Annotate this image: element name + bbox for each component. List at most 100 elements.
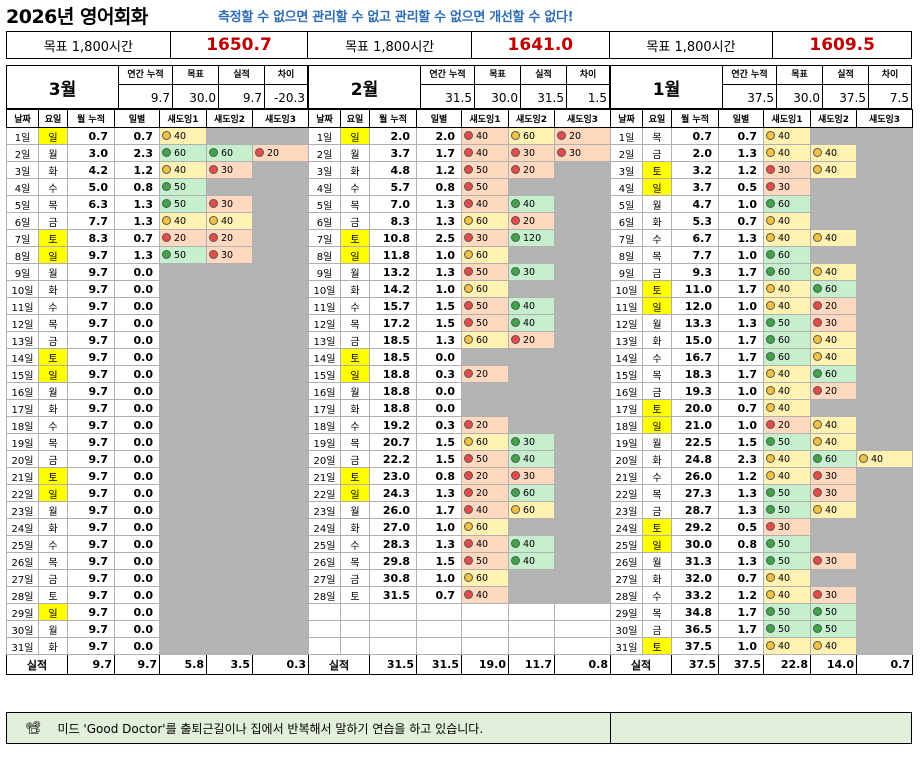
shadowing-1-cell: 40 <box>159 127 207 145</box>
shadowing-minutes: 20 <box>523 215 536 227</box>
shadowing-minutes: 30 <box>825 487 838 499</box>
column-header-mcum: 월 누적 <box>67 109 115 128</box>
day-row: 17일 토 20.0 0.7 40 <box>610 399 913 417</box>
day-month-cumulative: 30.0 <box>671 535 719 553</box>
day-daily-hours: 0.3 <box>416 365 462 383</box>
shadowing-minutes: 60 <box>778 198 791 210</box>
shadowing-minutes: 60 <box>221 147 234 159</box>
shadowing-1-empty <box>159 433 207 451</box>
column-header-s3: 섀도잉3 <box>554 109 611 128</box>
red-status-dot-icon <box>464 555 473 565</box>
day-date: 2일 <box>6 144 39 162</box>
shadowing-3-empty <box>554 161 611 179</box>
yellow-status-dot-icon <box>766 147 775 157</box>
day-row: 9일 월 9.7 0.0 <box>6 263 309 281</box>
green-status-dot-icon <box>162 249 171 259</box>
shadowing-2-cell: 40 <box>206 212 253 230</box>
day-row: 9일 금 9.3 1.7 60 40 <box>610 263 913 281</box>
day-date: 31일 <box>610 637 643 655</box>
summary-label: 실적 <box>219 66 264 85</box>
yellow-status-dot-icon <box>464 283 473 293</box>
shadowing-1-cell: 50 <box>763 314 811 332</box>
shadowing-2-cell: 20 <box>206 229 253 247</box>
shadowing-1-cell: 40 <box>763 586 811 604</box>
shadowing-3-empty <box>252 518 309 536</box>
day-date: 9일 <box>610 263 643 281</box>
empty-cell <box>461 620 509 638</box>
shadowing-minutes: 30 <box>825 470 838 482</box>
shadowing-minutes: 40 <box>476 538 489 550</box>
shadowing-3-empty <box>252 484 309 502</box>
day-daily-hours: 0.7 <box>718 569 764 587</box>
day-weekday: 화 <box>642 569 672 587</box>
shadowing-1-cell: 40 <box>159 212 207 230</box>
day-date: 22일 <box>610 484 643 502</box>
shadowing-minutes: 30 <box>523 470 536 482</box>
totals-value: 31.5 <box>369 654 417 675</box>
day-month-cumulative: 8.3 <box>67 229 115 247</box>
day-month-cumulative: 9.3 <box>671 263 719 281</box>
shadowing-3-empty <box>252 433 309 451</box>
day-date: 16일 <box>6 382 39 400</box>
red-status-dot-icon <box>557 130 566 140</box>
day-weekday: 월 <box>340 501 370 519</box>
day-row: 10일 화 9.7 0.0 <box>6 280 309 298</box>
day-weekday: 화 <box>38 161 68 179</box>
shadowing-minutes: 20 <box>778 419 791 431</box>
shadowing-2-cell: 40 <box>810 263 857 281</box>
day-month-cumulative: 4.7 <box>671 195 719 213</box>
summary-label: 차이 <box>567 66 609 85</box>
day-date: 21일 <box>610 467 643 485</box>
day-row: 21일 토 9.7 0.0 <box>6 467 309 485</box>
day-weekday: 일 <box>340 127 370 145</box>
shadowing-minutes: 60 <box>523 504 536 516</box>
shadowing-3-empty <box>856 314 913 332</box>
shadowing-3-empty <box>856 229 913 247</box>
summary-annual-cumulative: 연간 누적 9.7 <box>119 65 173 109</box>
shadowing-minutes: 50 <box>476 555 489 567</box>
yellow-status-dot-icon <box>162 215 171 225</box>
shadowing-3-empty <box>554 280 611 298</box>
day-row: 22일 일 24.3 1.3 20 60 <box>308 484 611 502</box>
day-date: 27일 <box>308 569 341 587</box>
note-bar: 📽 미드 'Good Doctor'를 출퇴근길이나 집에서 반복해서 말하기 … <box>6 712 912 744</box>
day-row: 10일 화 14.2 1.0 60 <box>308 280 611 298</box>
shadowing-2-cell: 40 <box>810 331 857 349</box>
day-daily-hours: 1.3 <box>718 314 764 332</box>
shadowing-minutes: 30 <box>523 266 536 278</box>
shadowing-3-empty <box>252 535 309 553</box>
day-weekday: 수 <box>38 535 68 553</box>
day-month-cumulative: 33.2 <box>671 586 719 604</box>
day-daily-hours: 0.7 <box>416 586 462 604</box>
shadowing-2-cell: 60 <box>810 280 857 298</box>
red-status-dot-icon <box>209 249 218 259</box>
shadowing-minutes: 30 <box>476 232 489 244</box>
shadowing-minutes: 40 <box>778 215 791 227</box>
shadowing-1-cell: 50 <box>763 552 811 570</box>
shadowing-minutes: 60 <box>778 334 791 346</box>
day-daily-hours: 0.8 <box>416 178 462 196</box>
day-row: 13일 금 18.5 1.3 60 20 <box>308 331 611 349</box>
shadowing-2-cell: 60 <box>508 127 555 145</box>
day-date: 30일 <box>6 620 39 638</box>
green-status-dot-icon <box>766 504 775 514</box>
shadowing-minutes: 40 <box>778 300 791 312</box>
shadowing-1-empty <box>159 637 207 655</box>
shadowing-minutes: 60 <box>778 351 791 363</box>
shadowing-2-cell: 60 <box>810 450 857 468</box>
day-daily-hours: 2.3 <box>114 144 160 162</box>
day-month-cumulative: 9.7 <box>67 331 115 349</box>
shadowing-minutes: 40 <box>476 589 489 601</box>
shadowing-3-empty <box>856 280 913 298</box>
day-month-cumulative: 6.7 <box>671 229 719 247</box>
month-name: 1월 <box>610 65 723 109</box>
yellow-status-dot-icon <box>813 147 822 157</box>
shadowing-2-empty <box>206 450 253 468</box>
goal-remaining-march: 1650.7 <box>171 32 309 58</box>
day-weekday: 목 <box>642 603 672 621</box>
day-weekday: 토 <box>642 161 672 179</box>
shadowing-3-empty <box>856 620 913 638</box>
day-row: 26일 목 29.8 1.5 50 40 <box>308 552 611 570</box>
day-date: 29일 <box>6 603 39 621</box>
shadowing-3-empty <box>252 569 309 587</box>
